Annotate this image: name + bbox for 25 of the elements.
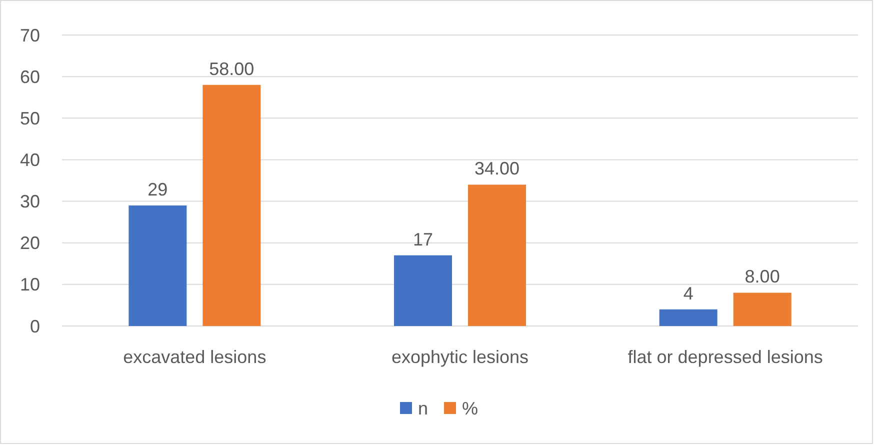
bar — [128, 205, 187, 326]
y-tick-label: 10 — [20, 274, 40, 295]
data-label: 17 — [412, 229, 434, 250]
y-tick-label: 60 — [20, 66, 40, 87]
x-tick-label: excavated lesions — [123, 347, 266, 367]
data-label: 58.00 — [209, 58, 254, 79]
y-tick-label: 20 — [20, 233, 40, 254]
bar — [659, 309, 718, 326]
data-label: 29 — [148, 179, 168, 200]
legend-label: % — [462, 398, 478, 418]
x-tick-label: flat or depressed lesions — [628, 347, 823, 367]
data-label: 8.00 — [744, 266, 780, 287]
y-tick-label: 0 — [30, 316, 40, 336]
y-tick-label: 40 — [20, 150, 40, 170]
y-tick-label: 70 — [20, 25, 40, 46]
legend-label: n — [418, 398, 428, 418]
bar — [202, 84, 261, 326]
bar — [733, 292, 792, 326]
y-tick-label: 50 — [20, 108, 40, 128]
data-label: 34.00 — [474, 158, 520, 179]
bar — [468, 184, 526, 326]
y-tick-label: 30 — [20, 192, 40, 212]
x-tick-label: exophytic lesions — [391, 347, 529, 367]
bar — [394, 255, 452, 326]
data-label: 4 — [683, 283, 694, 304]
